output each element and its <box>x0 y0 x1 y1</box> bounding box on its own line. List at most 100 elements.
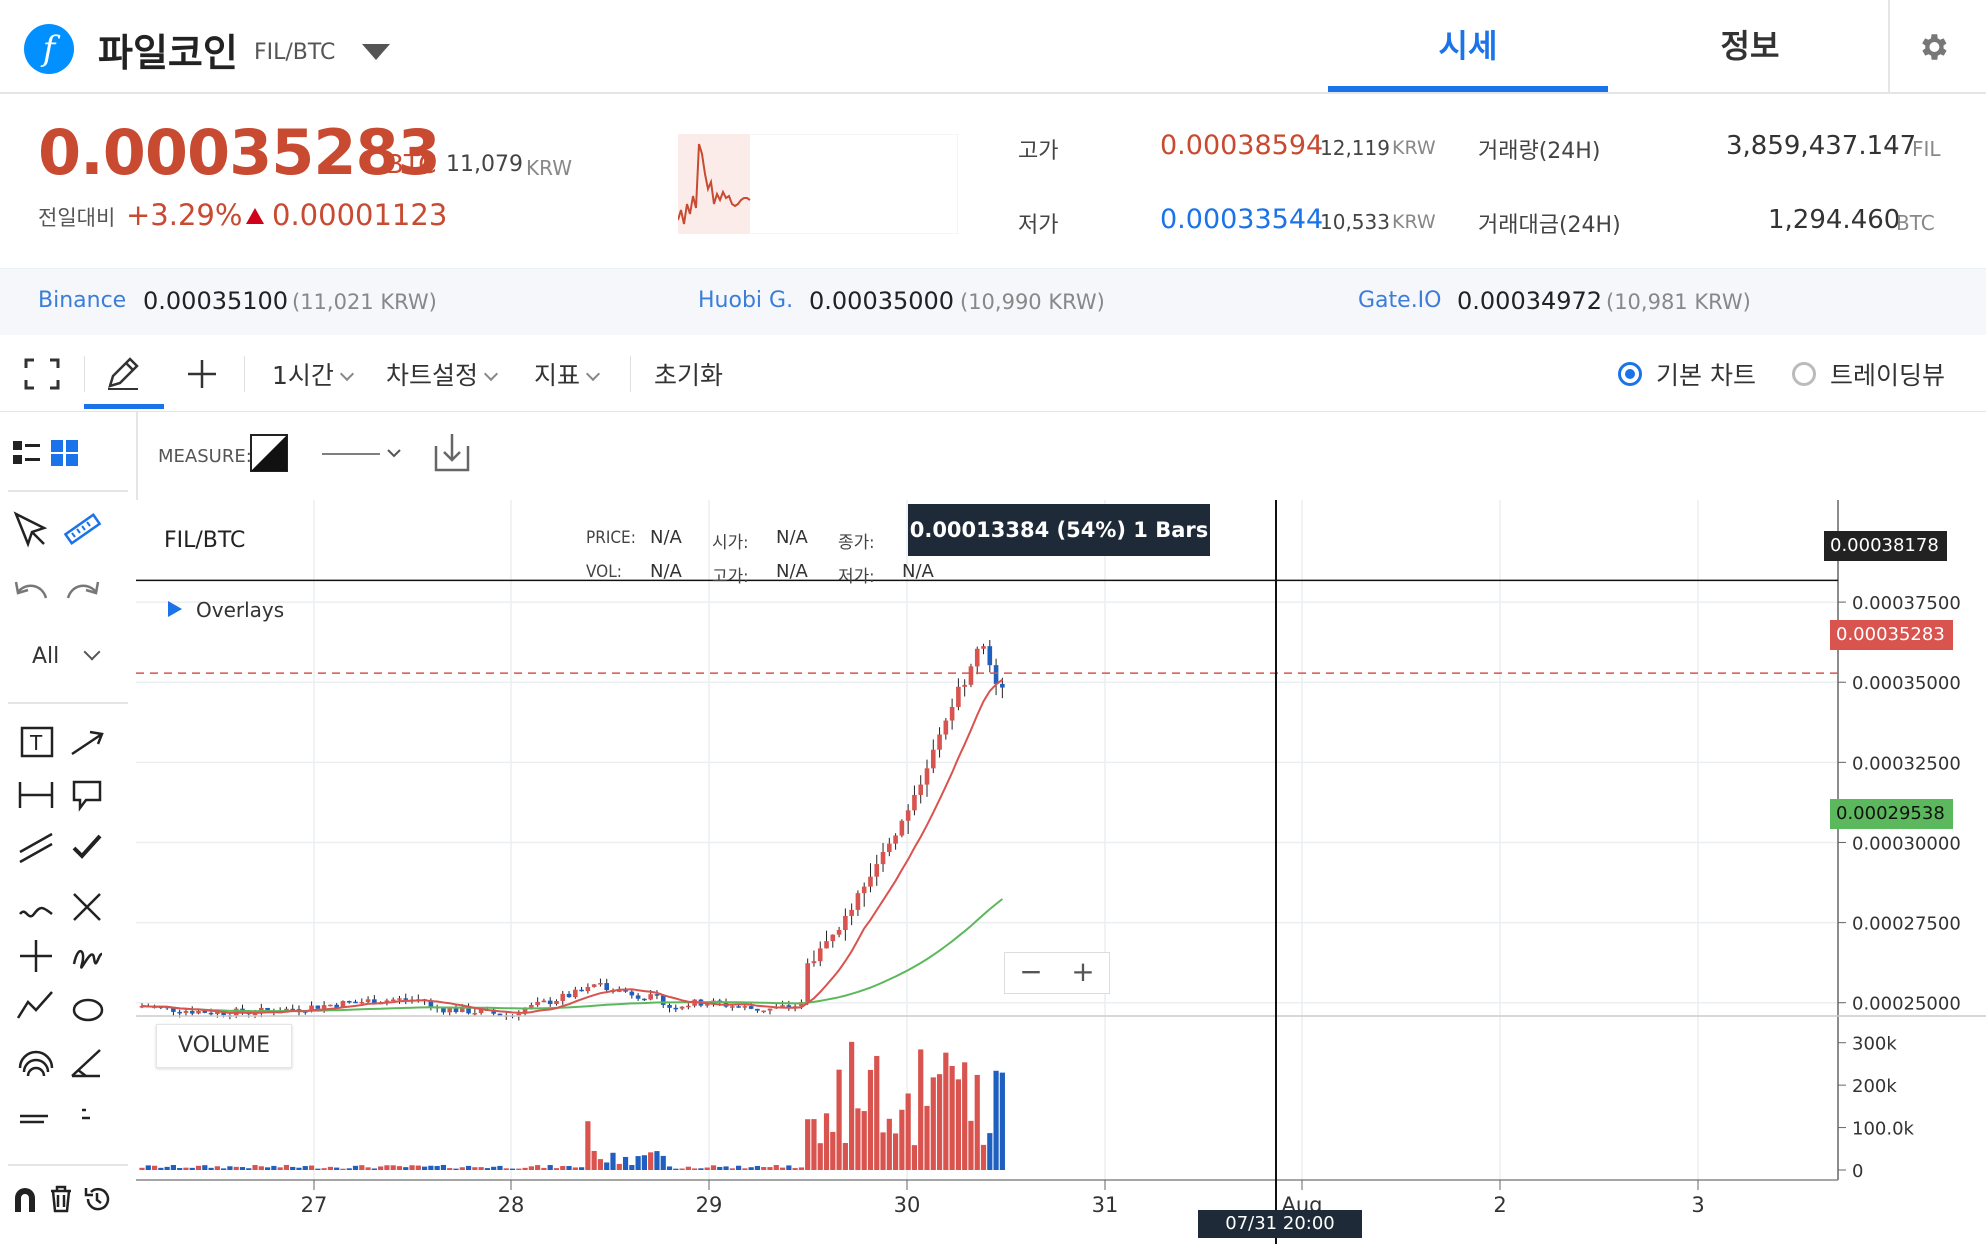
overlays-toggle[interactable]: Overlays <box>196 598 285 622</box>
candle-body <box>459 1006 465 1013</box>
volume-bar <box>886 1118 892 1170</box>
candle-body <box>742 1006 748 1008</box>
reset-button[interactable]: 초기화 <box>654 361 724 390</box>
settings-button[interactable] <box>1888 0 1986 92</box>
tab-price[interactable]: 시세 <box>1438 27 1498 65</box>
volume-bar <box>265 1167 271 1170</box>
volume-bar <box>980 1144 987 1170</box>
volume-bar <box>968 1120 974 1170</box>
ma-price-tag: 0.00029538 <box>1830 799 1953 829</box>
interval-dropdown[interactable]: 1시간 <box>272 356 354 392</box>
candle-body <box>937 734 942 750</box>
vol-tick-label: 200k <box>1852 1076 1897 1097</box>
volume-bar <box>861 1111 867 1170</box>
volume-bar <box>302 1166 308 1170</box>
tab-info[interactable]: 정보 <box>1720 27 1780 65</box>
redo-icon[interactable] <box>62 574 102 604</box>
candle-body <box>654 994 660 996</box>
volume-bar <box>924 1105 930 1170</box>
expand-triangle-icon[interactable] <box>168 601 182 617</box>
trash-icon[interactable] <box>46 1184 76 1214</box>
crosshair-add-icon[interactable] <box>186 358 218 390</box>
legend-vol-value: N/A <box>650 561 682 582</box>
grid-view-icon[interactable] <box>50 438 80 468</box>
volume-panel-label[interactable]: VOLUME <box>156 1024 292 1068</box>
volume-bar <box>779 1167 786 1170</box>
candle-body <box>441 1008 446 1013</box>
exchange-price: 0.00034972 <box>1457 287 1603 315</box>
volume-bar <box>327 1166 333 1170</box>
top-header <box>0 0 1986 94</box>
chart-settings-dropdown[interactable]: 차트설정 <box>386 356 499 392</box>
volume-bar <box>786 1165 792 1170</box>
y-tick-label: 0.00032500 <box>1852 753 1961 774</box>
volume-bar <box>459 1167 465 1170</box>
candle-body <box>221 1011 226 1016</box>
exchange-name[interactable]: Gate.IO <box>1358 288 1442 313</box>
zoom-out-button[interactable]: − <box>1019 955 1043 988</box>
volume-bar <box>849 1041 855 1170</box>
chart-grid <box>136 500 1986 1244</box>
exchange-price: 0.00035000 <box>809 287 955 315</box>
volume-bar <box>158 1167 164 1170</box>
chart-bg <box>136 500 1986 1244</box>
volume-bar <box>396 1166 403 1170</box>
volume-bar <box>453 1168 459 1170</box>
list-view-icon[interactable] <box>12 438 42 468</box>
volume-bar <box>139 1167 145 1170</box>
volume-bar <box>742 1168 748 1170</box>
candle-body <box>535 1001 540 1006</box>
history-icon[interactable] <box>82 1184 112 1214</box>
candle-body <box>912 794 917 811</box>
fullscreen-icon[interactable] <box>24 358 60 390</box>
candle-body <box>642 998 647 1001</box>
volume-bar <box>221 1168 227 1170</box>
candle-body <box>987 646 993 666</box>
legend-close-key: 종가: <box>838 533 875 553</box>
volume-bar <box>352 1165 359 1170</box>
pencil-icon[interactable] <box>104 354 142 392</box>
volume-label: 거래량(24H) <box>1478 139 1601 164</box>
volume-bar <box>830 1131 836 1170</box>
zoom-in-button[interactable]: + <box>1071 955 1095 988</box>
undo-icon[interactable] <box>12 574 52 604</box>
tool-filter-label[interactable]: All <box>32 644 60 669</box>
volume-bar <box>164 1166 170 1170</box>
candle-body <box>472 1013 478 1015</box>
candle-body <box>924 768 930 785</box>
candle-body <box>824 941 829 949</box>
volume-bar <box>214 1166 220 1170</box>
volume-bar <box>704 1167 710 1170</box>
line-style-dropdown[interactable] <box>320 442 406 466</box>
exchange-name[interactable]: Huobi G. <box>698 288 794 313</box>
tradingview-label[interactable]: 트레이딩뷰 <box>1830 361 1946 390</box>
volume-bar <box>484 1168 490 1170</box>
chevron-down-icon <box>483 366 499 382</box>
candle-body <box>704 1004 710 1006</box>
candle-body <box>667 1004 672 1008</box>
candle-body <box>1000 683 1005 688</box>
select-cursor-icon[interactable] <box>12 510 52 550</box>
exchange-krw: (10,990 KRW) <box>960 290 1105 314</box>
basic-chart-radio[interactable] <box>1618 362 1642 386</box>
tradingview-radio[interactable] <box>1792 362 1816 386</box>
turnover-label: 거래대금(24H) <box>1478 213 1621 238</box>
indicators-dropdown[interactable]: 지표 <box>534 356 601 392</box>
basic-chart-label[interactable]: 기본 차트 <box>1656 361 1756 390</box>
volume-bar <box>340 1168 346 1170</box>
ruler-icon[interactable] <box>62 510 102 550</box>
candle-body <box>686 1005 691 1008</box>
magnet-icon[interactable] <box>10 1184 40 1214</box>
candle-body <box>447 1007 453 1013</box>
legend-price-key: PRICE: <box>586 528 636 548</box>
candle-body <box>805 963 810 1003</box>
download-icon[interactable] <box>432 430 472 474</box>
candle-body <box>252 1013 258 1016</box>
candlestick-chart[interactable]: 0.00025000 0.00027500 0.00030000 0.00032500… <box>136 500 1986 1244</box>
volume-bar <box>465 1165 472 1170</box>
x-tick-label: 2 <box>1493 1193 1506 1217</box>
measure-color-swatch[interactable] <box>250 434 288 472</box>
gear-icon[interactable] <box>1916 30 1950 64</box>
exchange-name[interactable]: Binance <box>38 288 127 313</box>
coin-select-caret-icon[interactable] <box>362 44 390 60</box>
